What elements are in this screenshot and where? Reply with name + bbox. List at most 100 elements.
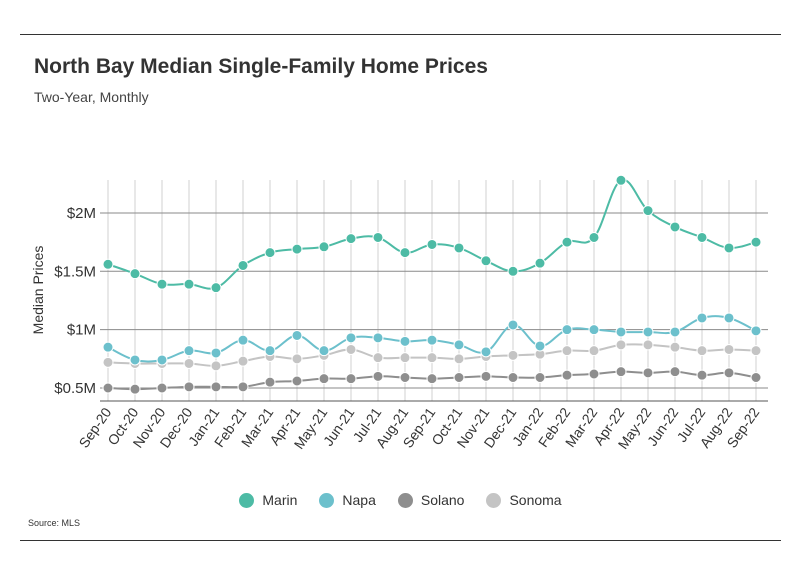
data-point (669, 341, 681, 353)
legend-item-napa: Napa (319, 492, 376, 508)
data-point (156, 354, 168, 366)
data-point (696, 312, 708, 324)
data-point (399, 335, 411, 347)
data-point (210, 360, 222, 372)
chart-series (102, 174, 762, 395)
legend-item-solano: Solano (397, 492, 465, 508)
data-point (345, 332, 357, 344)
data-point (561, 345, 573, 357)
data-point (237, 355, 249, 367)
data-point (183, 278, 195, 290)
series-solano (102, 366, 762, 395)
data-point (750, 345, 762, 357)
data-point (588, 368, 600, 380)
top-rule (20, 34, 781, 35)
bottom-rule (20, 540, 781, 541)
data-point (507, 265, 519, 277)
data-point (696, 231, 708, 243)
data-point (129, 268, 141, 280)
data-point (372, 352, 384, 364)
data-point (372, 332, 384, 344)
data-point (642, 367, 654, 379)
data-point (210, 347, 222, 359)
data-point (507, 349, 519, 361)
data-point (534, 340, 546, 352)
legend-label: Napa (342, 492, 376, 508)
data-point (399, 371, 411, 383)
y-axis-label: Median Prices (30, 246, 46, 335)
y-tick-label: $1.5M (54, 263, 96, 280)
data-point (534, 371, 546, 383)
data-point (102, 382, 114, 394)
data-point (696, 369, 708, 381)
data-point (588, 345, 600, 357)
data-point (426, 373, 438, 385)
data-point (318, 345, 330, 357)
data-point (507, 319, 519, 331)
data-point (669, 366, 681, 378)
data-point (642, 339, 654, 351)
data-point (102, 258, 114, 270)
data-point (345, 343, 357, 355)
data-point (399, 247, 411, 259)
data-point (156, 278, 168, 290)
data-point (264, 345, 276, 357)
series-sonoma (102, 339, 762, 372)
data-point (129, 383, 141, 395)
data-point (453, 353, 465, 365)
data-point (237, 381, 249, 393)
data-point (615, 174, 627, 186)
data-point (210, 381, 222, 393)
data-point (723, 312, 735, 324)
data-point (183, 381, 195, 393)
y-tick-label: $2M (67, 205, 96, 222)
data-point (345, 233, 357, 245)
data-point (696, 345, 708, 357)
data-point (291, 353, 303, 365)
data-point (723, 242, 735, 254)
data-point (561, 324, 573, 336)
data-point (453, 339, 465, 351)
data-point (318, 241, 330, 253)
legend-swatch (239, 492, 255, 508)
data-point (615, 366, 627, 378)
data-point (183, 357, 195, 369)
data-point (750, 325, 762, 337)
legend-item-sonoma: Sonoma (486, 492, 562, 508)
y-tick-label: $1M (67, 322, 96, 339)
data-point (264, 376, 276, 388)
data-point (399, 352, 411, 364)
legend-item-marin: Marin (239, 492, 297, 508)
x-axis: Sep-20Oct-20Nov-20Dec-20Jan-21Feb-21Mar-… (75, 404, 762, 452)
data-point (615, 339, 627, 351)
data-point (291, 329, 303, 341)
data-point (237, 259, 249, 271)
data-point (615, 326, 627, 338)
data-point (210, 282, 222, 294)
data-point (345, 373, 357, 385)
data-point (129, 354, 141, 366)
data-point (480, 255, 492, 267)
data-point (453, 371, 465, 383)
legend-label: Marin (262, 492, 298, 508)
y-axis: $0.5M $1M $1.5M $2M (54, 205, 96, 397)
data-point (750, 236, 762, 248)
data-point (480, 346, 492, 358)
data-point (669, 326, 681, 338)
data-point (156, 382, 168, 394)
legend-swatch (319, 492, 335, 508)
legend-label: Solano (420, 492, 465, 508)
legend-swatch (486, 492, 502, 508)
data-point (372, 370, 384, 382)
legend-label: Sonoma (509, 492, 562, 508)
data-point (264, 247, 276, 259)
data-point (507, 371, 519, 383)
data-point (723, 343, 735, 355)
data-point (561, 236, 573, 248)
data-point (183, 345, 195, 357)
series-marin (102, 174, 762, 294)
data-point (426, 238, 438, 250)
x-tick-label: Sep-20 (75, 404, 114, 450)
data-point (453, 242, 465, 254)
